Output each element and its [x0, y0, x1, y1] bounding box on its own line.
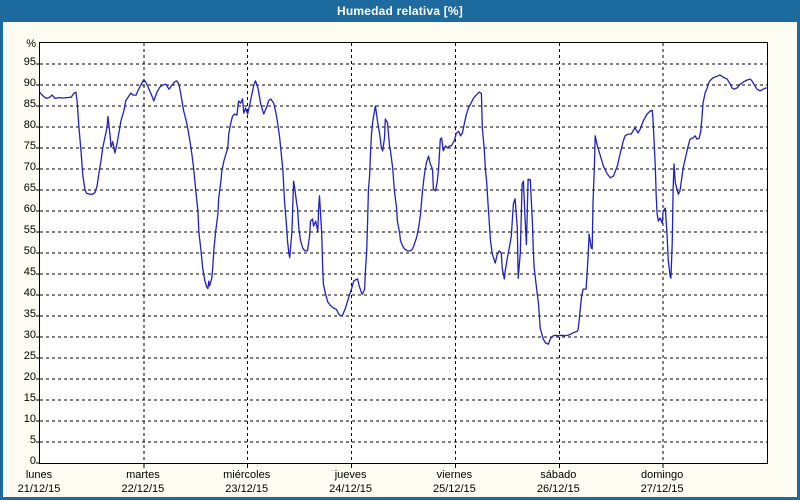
y-axis-tick-label-75: 75: [23, 140, 36, 152]
day-name-label: sábado: [540, 469, 577, 481]
y-axis-tick-label-40: 40: [23, 287, 36, 299]
day-date-label: 22/12/15: [121, 483, 165, 495]
humidity-line-chart: [36, 43, 767, 468]
day-name-label: miércoles: [223, 469, 271, 481]
window-title-bar: Humedad relativa [%]: [0, 0, 800, 22]
y-axis-tick-label-20: 20: [23, 371, 36, 383]
day-date-label: 23/12/15: [225, 483, 269, 495]
x-axis-day-label-1: martes 22/12/15: [121, 468, 164, 496]
day-date-label: 21/12/15: [17, 483, 61, 495]
y-axis-tick-label-70: 70: [23, 161, 36, 173]
y-axis-tick-label-45: 45: [23, 266, 36, 278]
day-date-label: 26/12/15: [536, 483, 580, 495]
x-axis-day-label-3: jueves 24/12/15: [329, 468, 372, 496]
x-axis-day-label-2: miércoles 23/12/15: [223, 468, 270, 496]
y-axis-tick-label-0: 0: [29, 455, 36, 467]
day-name-label: viernes: [436, 469, 473, 481]
y-axis-tick-label-85: 85: [23, 98, 36, 110]
day-date-label: 25/12/15: [432, 483, 476, 495]
window-title: Humedad relativa [%]: [336, 4, 464, 18]
x-axis-day-label-6: domingo 27/12/15: [641, 468, 684, 496]
x-axis-day-label-5: sábado 26/12/15: [537, 468, 580, 496]
y-axis-tick-label-90: 90: [23, 77, 36, 89]
day-name-label: domingo: [640, 469, 684, 481]
y-axis-tick-label-60: 60: [23, 203, 36, 215]
y-axis-tick-label-5: 5: [29, 434, 36, 446]
y-axis-unit-label: %: [26, 38, 36, 50]
chart-content-area: 0 5 10 15 20 25 30 35 40 45 50 55 60 65 70 75 80 85 90 95% …: [3, 22, 797, 497]
y-axis-tick-label-30: 30: [23, 329, 36, 341]
y-axis-tick-label-15: 15: [23, 392, 36, 404]
y-axis-tick-label-55: 55: [23, 224, 36, 236]
y-axis-tick-label-65: 65: [23, 182, 36, 194]
day-date-label: 24/12/15: [329, 483, 373, 495]
day-date-label: 27/12/15: [640, 483, 684, 495]
day-name-label: martes: [126, 469, 160, 481]
day-name-label: jueves: [334, 469, 367, 481]
x-axis-day-label-0: lunes 21/12/15: [18, 468, 61, 496]
plot-box: [36, 42, 768, 468]
y-axis-tick-label-80: 80: [23, 119, 36, 131]
y-axis-tick-label-95: 95: [23, 56, 36, 68]
y-axis-tick-label-10: 10: [23, 413, 36, 425]
y-axis-tick-label-50: 50: [23, 245, 36, 257]
y-axis-tick-label-25: 25: [23, 350, 36, 362]
x-axis-day-label-4: viernes 25/12/15: [433, 468, 476, 496]
y-axis-tick-label-35: 35: [23, 308, 36, 320]
humidity-series-line: [39, 74, 767, 345]
day-name-label: lunes: [25, 469, 53, 481]
